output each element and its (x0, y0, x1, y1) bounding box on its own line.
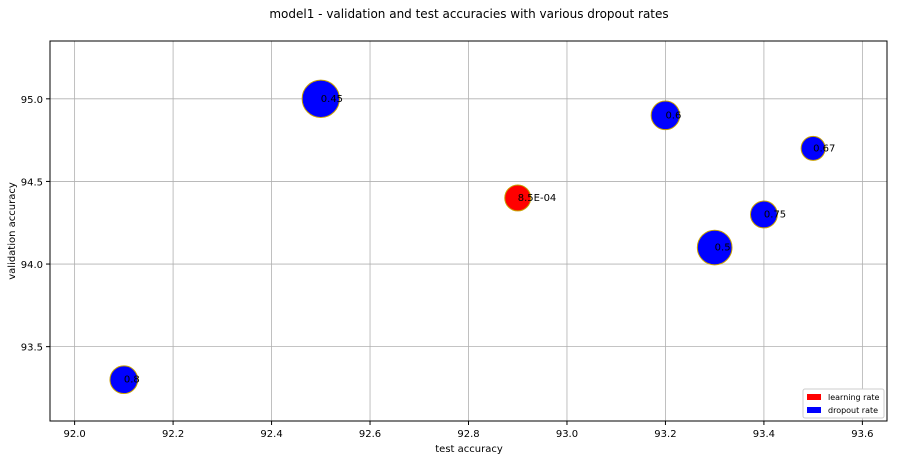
x-tick-label: 93.4 (753, 429, 775, 440)
data-point-label: 8.5E-04 (518, 193, 557, 204)
data-point-label: 0.5 (715, 243, 731, 254)
data-point-label: 0.75 (764, 209, 786, 220)
x-tick-label: 93.2 (654, 429, 676, 440)
ticks: 92.0 92.2 92.4 92.6 92.8 93.0 93.2 93.4 93.6 93.5… (21, 95, 874, 440)
legend-label-dropout-rate: dropout rate (828, 406, 878, 415)
x-tick-label: 92.0 (63, 429, 85, 440)
data-point (696, 229, 733, 266)
y-axis-label: validation accuracy (7, 182, 18, 280)
data-point (504, 184, 532, 212)
data-point (301, 79, 340, 118)
y-tick-label: 95.0 (21, 95, 43, 106)
data-point-label: 0.45 (321, 94, 343, 105)
legend: learning rate dropout rate (802, 388, 885, 419)
legend-label-learning-rate: learning rate (828, 393, 880, 402)
data-points: 0.8 0.45 8.5E-04 0.6 0.5 0.75 0.67 (109, 79, 835, 395)
data-point-label: 0.8 (124, 375, 140, 386)
x-tick-label: 93.6 (851, 429, 873, 440)
x-tick-label: 93.0 (556, 429, 578, 440)
x-tick-label: 92.8 (457, 429, 479, 440)
legend-box (802, 388, 885, 419)
data-point (650, 100, 681, 131)
chart-title: model1 - validation and test accuracies … (269, 7, 668, 21)
x-tick-label: 92.6 (359, 429, 381, 440)
y-tick-label: 94.5 (21, 177, 43, 188)
y-tick-label: 93.5 (21, 343, 43, 354)
data-point-label: 0.6 (665, 110, 681, 121)
grid (50, 41, 887, 421)
legend-swatch-dropout-rate (807, 407, 821, 413)
data-point (800, 135, 826, 161)
data-point-label: 0.67 (813, 143, 835, 154)
data-point (749, 200, 778, 229)
y-tick-label: 94.0 (21, 260, 43, 271)
x-tick-label: 92.2 (162, 429, 184, 440)
x-tick-label: 92.4 (260, 429, 282, 440)
legend-swatch-learning-rate (807, 394, 821, 400)
x-axis-label: test accuracy (435, 444, 503, 455)
data-point (109, 365, 139, 395)
